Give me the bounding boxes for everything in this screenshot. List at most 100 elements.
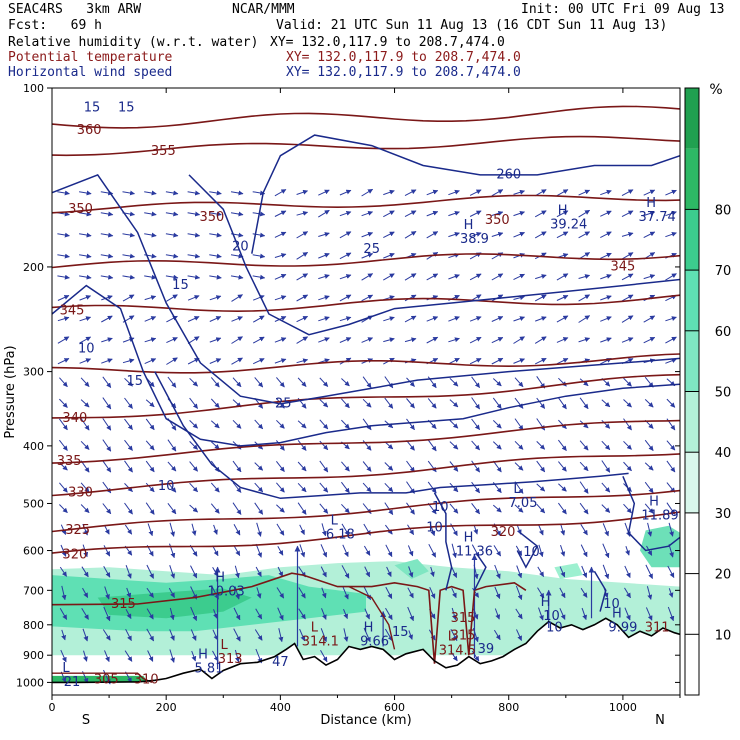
wind-vector — [579, 461, 589, 472]
wind-vector — [623, 461, 632, 472]
wind-vector — [79, 232, 92, 238]
colorbar-swatch — [685, 209, 699, 271]
wind-vector — [362, 418, 372, 431]
wind-vector — [621, 337, 634, 343]
wind-vector — [384, 462, 394, 471]
wind-vector — [319, 503, 329, 514]
wind-vector — [299, 544, 306, 558]
wind-vector — [187, 190, 201, 196]
wind-vector — [209, 190, 222, 196]
wind-vector — [515, 585, 523, 601]
wind-vector — [385, 607, 393, 621]
wind-vector — [103, 524, 110, 535]
theta-label: 360 — [77, 123, 102, 138]
wind-vector — [665, 189, 677, 196]
wind-vector — [100, 253, 114, 259]
wind-vector — [187, 316, 200, 322]
extremum-marker: L — [62, 661, 70, 676]
wind-vector — [600, 252, 612, 259]
wind-vector — [556, 273, 569, 281]
wind-vector — [407, 587, 414, 599]
wind-vector — [233, 607, 241, 621]
wind-vector — [319, 399, 329, 408]
wind-vector — [404, 294, 417, 302]
wind-vector — [601, 399, 611, 408]
wind-vector — [578, 315, 591, 323]
wind-vector — [79, 253, 92, 259]
wind-vector — [125, 628, 132, 642]
wind-vector — [404, 337, 417, 343]
wind-speed-label: 15 — [172, 278, 189, 293]
wind-vector — [57, 232, 70, 238]
wind-vector — [579, 397, 589, 410]
field-rh-xy: XY= 132.0,117.9 to 208.7,474.0 — [270, 35, 505, 50]
wind-vector — [621, 232, 634, 237]
theta-label: 345 — [610, 259, 635, 274]
wind-vector — [494, 586, 501, 600]
wind-vector — [579, 481, 589, 494]
wind-vector — [256, 522, 262, 537]
wind-vector — [231, 294, 243, 302]
wind-vector — [601, 419, 611, 429]
wind-vector — [556, 315, 569, 323]
wind-vector — [274, 189, 287, 197]
wind-vector — [668, 544, 674, 558]
wind-vector — [426, 231, 439, 239]
wind-speed-label: 10 — [546, 621, 563, 636]
wind-vector — [578, 209, 591, 218]
wind-vector — [665, 231, 677, 238]
theta-label: 315 — [111, 597, 136, 612]
wind-vector — [600, 316, 612, 322]
theta-contour-3 — [52, 253, 680, 269]
wind-vector — [187, 253, 201, 259]
wind-vector — [210, 503, 220, 514]
wind-vector — [102, 439, 112, 452]
wind-vector — [103, 545, 111, 557]
theta-label: 320 — [62, 547, 87, 562]
wind-vector — [557, 502, 567, 515]
wind-vector — [361, 188, 374, 197]
x-tick-label: 600 — [384, 701, 405, 714]
wind-vector — [213, 609, 218, 619]
extremum-value: 39.24 — [550, 217, 587, 232]
humidity-shading — [52, 525, 680, 695]
wind-vector — [644, 439, 654, 451]
wind-vector — [278, 628, 284, 643]
wind-vector — [320, 649, 328, 663]
wind-vector — [386, 566, 392, 577]
wind-vector — [600, 274, 612, 280]
wind-vector — [558, 439, 567, 451]
wind-vector — [57, 190, 70, 196]
wind-vector — [558, 377, 567, 387]
wind-vector — [600, 189, 612, 196]
wind-vector — [167, 461, 177, 472]
wind-vector — [643, 189, 656, 196]
wind-vector — [537, 524, 544, 536]
wind-vector — [231, 316, 243, 322]
wind-vector — [513, 316, 525, 322]
wind-vector — [538, 607, 544, 621]
wind-vector — [297, 439, 307, 451]
wind-vector — [494, 608, 501, 620]
wind-vector — [230, 253, 244, 259]
wind-vector — [59, 398, 68, 408]
wind-vector — [559, 566, 566, 578]
wind-vector — [450, 650, 458, 662]
wind-vector — [492, 504, 502, 513]
wind-vector — [469, 273, 482, 281]
wind-vector — [232, 419, 242, 429]
wind-vector — [362, 482, 372, 493]
wind-speed-contour-3 — [251, 134, 680, 254]
wind-vector — [601, 482, 611, 493]
below-ground-mask — [52, 618, 680, 695]
colorbar-tick-label: 60 — [715, 325, 732, 340]
y-tick-label: 500 — [23, 497, 44, 510]
wind-vector — [252, 253, 266, 259]
wind-vector — [59, 462, 68, 471]
wind-vector — [404, 230, 417, 239]
colorbar-tick-label: 10 — [715, 628, 732, 643]
wind-vector — [469, 189, 482, 196]
wind-vector — [234, 649, 240, 663]
wind-vector — [621, 273, 634, 281]
wind-vector — [82, 523, 88, 536]
